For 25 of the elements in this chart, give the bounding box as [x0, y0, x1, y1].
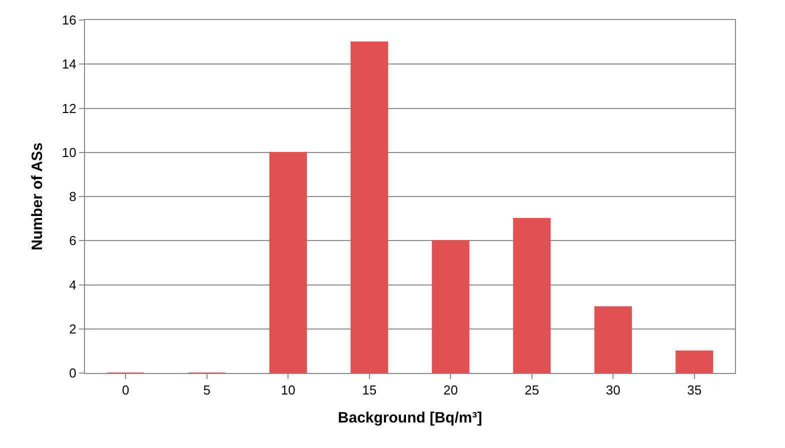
x-tick-label: 25: [524, 382, 540, 398]
x-axis-title: Background [Bq/m³]: [338, 410, 482, 427]
y-tick-label: 8: [69, 189, 76, 204]
x-tick-label: 5: [203, 382, 210, 398]
y-tick-label: 0: [69, 366, 76, 381]
y-tick-label: 12: [62, 100, 76, 116]
bar: [676, 350, 714, 373]
y-tick-label: 2: [69, 321, 76, 336]
x-tick-label: 0: [122, 382, 130, 398]
y-tick-label: 6: [69, 233, 76, 248]
x-tick-label: 30: [606, 382, 620, 398]
bar: [513, 218, 551, 373]
bar: [350, 42, 388, 373]
x-tick-label: 35: [687, 382, 702, 398]
y-tick-label: 10: [62, 144, 76, 160]
bar: [269, 152, 307, 373]
bar: [594, 306, 632, 373]
x-tick-label: 15: [362, 382, 377, 398]
y-tick-label: 14: [62, 56, 76, 72]
x-tick-label: 20: [443, 382, 458, 398]
x-tick-label: 10: [280, 382, 296, 398]
y-tick-label: 16: [62, 12, 76, 28]
y-axis-title: Number of ASs: [29, 142, 46, 250]
y-tick-label: 4: [69, 277, 76, 292]
bar: [432, 240, 470, 373]
